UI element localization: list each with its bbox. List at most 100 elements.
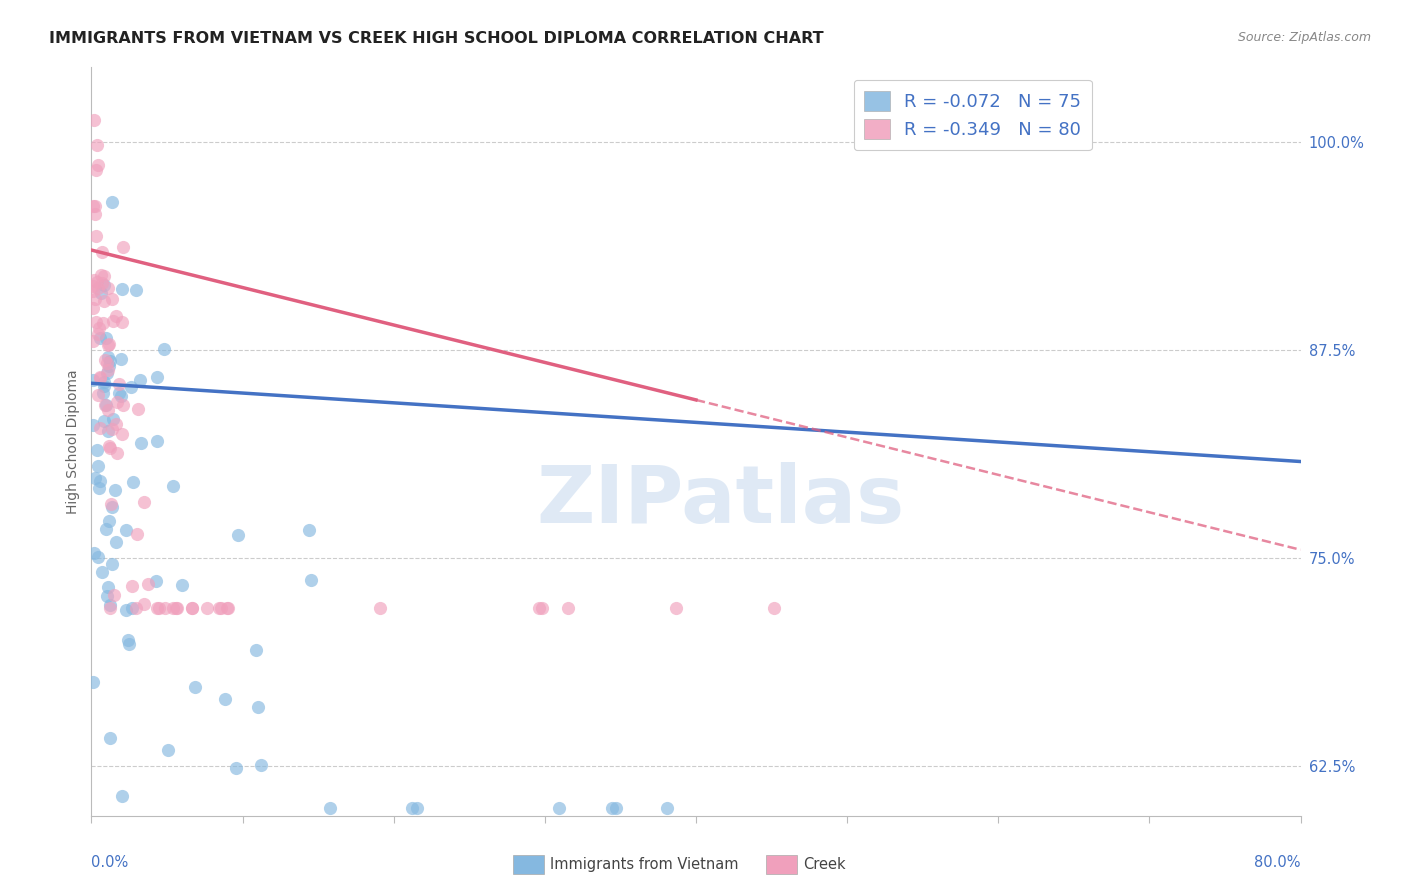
Point <box>105 394 128 409</box>
Point <box>125 601 148 615</box>
Point <box>83 546 105 560</box>
Point <box>557 601 579 615</box>
Point <box>299 574 322 588</box>
Point <box>208 601 231 615</box>
Point <box>96 589 118 603</box>
Point <box>107 385 129 400</box>
Point <box>84 207 107 221</box>
Point <box>90 286 112 301</box>
Point <box>98 438 121 452</box>
Point <box>93 277 115 292</box>
Point <box>98 598 121 612</box>
Point <box>195 601 218 615</box>
Point <box>98 337 121 351</box>
Point <box>762 601 785 615</box>
Point <box>93 293 115 308</box>
Point <box>94 522 117 536</box>
Point <box>145 370 167 384</box>
Point <box>91 386 114 401</box>
Point <box>93 375 115 389</box>
Point <box>100 557 122 571</box>
Point <box>125 283 148 297</box>
Text: ZIPatlas: ZIPatlas <box>536 462 904 541</box>
Point <box>94 398 117 412</box>
Point <box>548 801 571 815</box>
Point <box>148 601 170 615</box>
Y-axis label: High School Diploma: High School Diploma <box>66 369 80 514</box>
Point <box>82 373 104 387</box>
Point <box>83 273 105 287</box>
Point <box>110 351 132 366</box>
Point <box>111 426 134 441</box>
Point <box>103 314 125 328</box>
Point <box>153 601 176 615</box>
Point <box>97 359 120 373</box>
Point <box>87 158 110 172</box>
Point <box>112 398 135 412</box>
Point <box>209 601 232 615</box>
Point <box>86 137 108 152</box>
Text: Immigrants from Vietnam: Immigrants from Vietnam <box>550 857 738 871</box>
Point <box>97 350 120 364</box>
Point <box>86 549 108 564</box>
Text: 0.0%: 0.0% <box>91 855 128 870</box>
Point <box>86 326 108 341</box>
Point <box>250 758 273 772</box>
Point <box>146 601 169 615</box>
Point <box>91 245 114 260</box>
Point <box>104 310 127 324</box>
Point <box>120 380 142 394</box>
Point <box>82 285 104 299</box>
Point <box>89 321 111 335</box>
Point <box>134 597 156 611</box>
Text: 80.0%: 80.0% <box>1254 855 1301 870</box>
Point <box>91 277 114 291</box>
Text: Creek: Creek <box>803 857 845 871</box>
Point <box>86 281 108 295</box>
Point <box>97 362 120 376</box>
Point <box>298 523 321 537</box>
Point <box>101 500 124 514</box>
Point <box>128 373 150 387</box>
Point <box>100 441 122 455</box>
Point <box>86 275 108 289</box>
Point <box>115 603 138 617</box>
Point <box>162 601 184 615</box>
Point <box>89 474 111 488</box>
Point <box>82 334 104 349</box>
Point <box>405 801 427 815</box>
Point <box>214 692 236 706</box>
Point <box>90 268 112 282</box>
Point <box>97 425 120 439</box>
Point <box>100 195 122 210</box>
Point <box>121 601 143 615</box>
Point <box>82 675 104 690</box>
Point <box>89 331 111 345</box>
Point <box>129 435 152 450</box>
Point <box>121 579 143 593</box>
Point <box>105 446 128 460</box>
Point <box>132 494 155 508</box>
Point <box>165 601 187 615</box>
Point <box>117 632 139 647</box>
Point <box>98 731 121 745</box>
Point <box>84 315 107 329</box>
Point <box>111 315 134 329</box>
Point <box>121 475 143 489</box>
Point <box>97 403 120 417</box>
Point <box>86 228 108 243</box>
Point <box>82 301 104 315</box>
Point <box>600 801 623 815</box>
Point <box>100 292 122 306</box>
Point <box>83 292 105 306</box>
Point <box>368 601 391 615</box>
Point <box>172 578 194 592</box>
Point <box>184 680 207 694</box>
Point <box>115 523 138 537</box>
Point <box>247 699 270 714</box>
Point <box>96 356 118 370</box>
Point <box>98 601 121 615</box>
Point <box>82 199 104 213</box>
Point <box>665 601 688 615</box>
Point <box>103 588 125 602</box>
